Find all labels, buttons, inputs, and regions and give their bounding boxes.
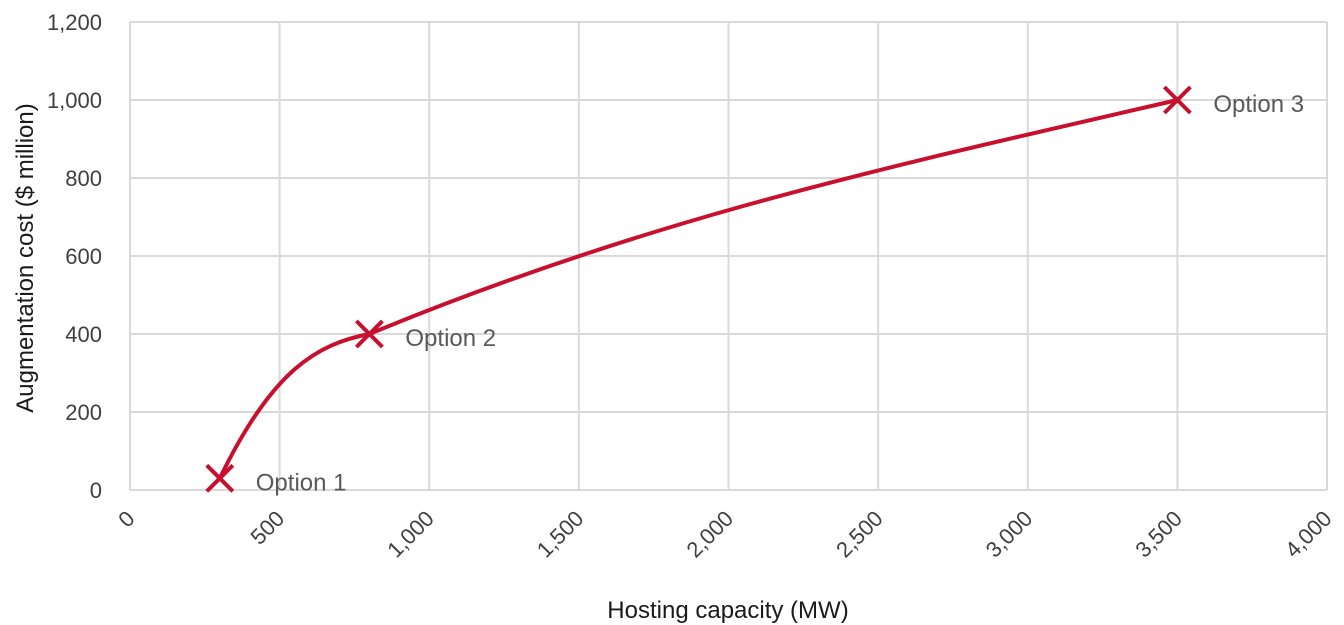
- x-axis-title: Hosting capacity (MW): [607, 597, 848, 624]
- y-tick-label: 1,000: [47, 88, 102, 113]
- x-tick-label: 2,000: [681, 506, 738, 563]
- data-label: Option 2: [405, 325, 496, 352]
- data-labels: Option 1 Option 2 Option 3: [256, 91, 1304, 496]
- y-tick-label: 200: [65, 400, 102, 425]
- gridlines: [129, 21, 1328, 491]
- x-axis-tick-labels: 0 500 1,000 1,500 2,000 2,500 3,000 3,500 4,000: [113, 506, 1336, 563]
- data-label: Option 1: [256, 469, 347, 496]
- x-tick-label: 2,500: [831, 506, 888, 563]
- data-label: Option 3: [1213, 91, 1304, 118]
- y-tick-label: 0: [90, 478, 102, 503]
- y-tick-label: 1,200: [47, 10, 102, 35]
- y-tick-label: 800: [65, 166, 102, 191]
- series-line: [217, 98, 1180, 481]
- data-markers: [205, 85, 1192, 493]
- x-tick-label: 3,500: [1130, 506, 1187, 563]
- x-tick-label: 500: [246, 506, 290, 550]
- y-tick-label: 400: [65, 322, 102, 347]
- data-point-marker: [205, 463, 235, 493]
- x-tick-label: 4,000: [1280, 506, 1337, 563]
- y-axis-tick-labels: 0 200 400 600 800 1,000 1,200: [47, 10, 102, 503]
- y-axis-title: Augmentation cost ($ million): [12, 103, 39, 412]
- data-point-marker: [354, 319, 384, 349]
- x-tick-label: 3,000: [981, 506, 1038, 563]
- data-point-marker: [1162, 85, 1192, 115]
- x-tick-label: 1,000: [382, 506, 439, 563]
- x-tick-label: 1,500: [532, 506, 589, 563]
- y-tick-label: 600: [65, 244, 102, 269]
- x-tick-label: 0: [113, 506, 139, 532]
